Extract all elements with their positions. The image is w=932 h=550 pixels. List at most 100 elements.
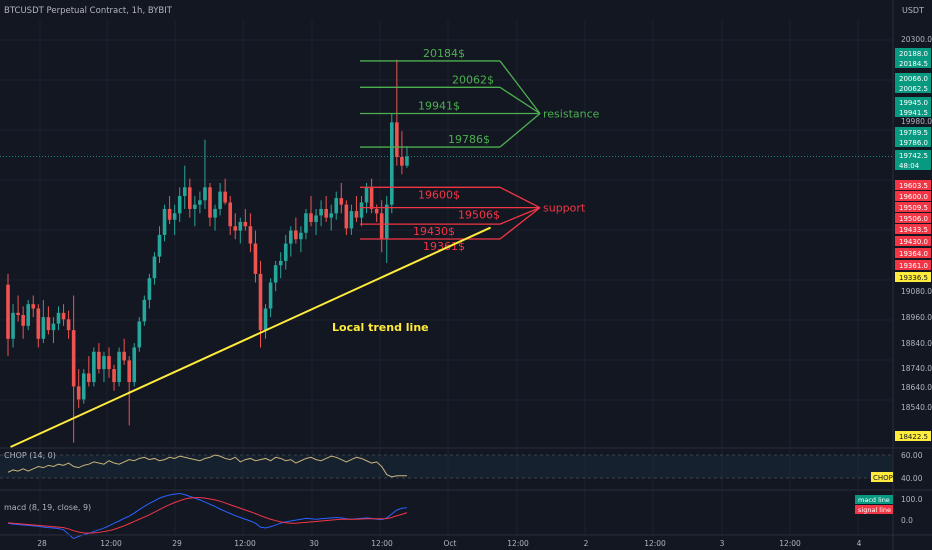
time-tick: 30 xyxy=(309,539,319,548)
candle-body xyxy=(319,208,323,216)
candle-body xyxy=(172,213,177,220)
support-price-badge: 19600.0 xyxy=(899,193,928,201)
signal-legend: signal line xyxy=(858,506,891,514)
symbol-title: BTCUSDT Perpetual Contract, 1h, BYBIT xyxy=(4,6,173,16)
macd-line xyxy=(7,492,407,540)
candle-body xyxy=(354,211,359,218)
resistance-price-badge-bg xyxy=(895,137,931,147)
chop-tick: 40.00 xyxy=(901,474,923,483)
resistance-price-badge-bg xyxy=(895,127,931,137)
time-tick: 29 xyxy=(172,539,182,548)
candle-body xyxy=(349,211,354,229)
current-price-badge-bg xyxy=(895,150,931,160)
resistance-price-badge: 20184.5 xyxy=(899,60,928,68)
candle-body xyxy=(228,202,232,227)
candle-body xyxy=(198,200,202,205)
candle-body xyxy=(11,312,15,339)
candle-body xyxy=(248,226,253,244)
support-price-badge-bg xyxy=(895,248,931,258)
candle-body xyxy=(97,351,101,370)
time-tick: 12:00 xyxy=(507,539,529,548)
candle-body xyxy=(339,198,344,205)
time-tick: 12:00 xyxy=(371,539,393,548)
support-arrow xyxy=(499,186,541,209)
candle-body xyxy=(334,198,339,214)
candle-body xyxy=(107,356,111,370)
candle-body xyxy=(152,256,157,279)
support-price-badge: 19361.0 xyxy=(899,262,928,270)
time-axis[interactable]: 28 12:00 29 12:00 30 12:00 Oct 12:00 2 12:00 3 12:0… xyxy=(37,539,861,548)
candle-body xyxy=(81,373,86,400)
time-tick: 2 xyxy=(584,539,589,548)
candle-body xyxy=(31,304,36,309)
trend-price-badge: 19336.5 xyxy=(899,274,928,282)
candle-body xyxy=(258,273,263,331)
macd-tick: 0.0 xyxy=(901,516,913,525)
chop-badge-bg xyxy=(871,472,893,482)
candle-body xyxy=(329,213,333,218)
price-tick: 18960.0 xyxy=(901,313,932,322)
candle-body xyxy=(21,314,25,326)
candle-body xyxy=(213,208,217,218)
candle-body xyxy=(299,232,303,240)
resistance-price-badge-bg xyxy=(895,48,931,58)
candle-body xyxy=(6,284,10,339)
support-arrow xyxy=(499,207,541,225)
resistance-price-badge: 20188.0 xyxy=(899,50,928,58)
support-price-badge-bg xyxy=(895,224,931,234)
chop-tick: 60.00 xyxy=(901,451,923,460)
price-tick: 18740.0 xyxy=(901,364,932,373)
price-axis[interactable]: 20300.0 19980.0 19080.0 18960.0 18840.0 18740… xyxy=(855,0,932,550)
candle-body xyxy=(71,330,76,387)
chop-badge: CHOP xyxy=(873,474,893,482)
candle-body xyxy=(405,156,409,166)
candle-body xyxy=(142,299,147,322)
support-price-badge: 19433.5 xyxy=(899,226,928,234)
candle-body xyxy=(223,191,227,203)
resistance-level-label: 20184$ xyxy=(423,47,465,60)
macd-title: macd (8, 19, close, 9) xyxy=(4,503,91,512)
resistance-level-label: 20062$ xyxy=(452,73,494,86)
chop-band xyxy=(0,455,893,478)
currency-label: USDT xyxy=(902,6,924,15)
candle-body xyxy=(369,187,374,209)
candle-body xyxy=(167,208,172,220)
resistance-arrow xyxy=(499,113,541,148)
support-price-badge-bg xyxy=(895,213,931,223)
resistance-price-badge-bg xyxy=(895,83,931,93)
current-price-badge: 19742.5 xyxy=(899,152,928,160)
candle-body xyxy=(193,204,197,209)
candle-body xyxy=(36,308,41,339)
resistance-arrow xyxy=(499,60,541,114)
candle-body xyxy=(208,187,212,218)
resistance-level-label: 19786$ xyxy=(448,133,490,146)
candle-body xyxy=(132,347,137,383)
candle-body xyxy=(273,265,278,283)
candle-body xyxy=(46,317,51,331)
price-tick: 18540.0 xyxy=(901,403,932,412)
candle-body xyxy=(359,202,364,218)
low-price-badge-bg xyxy=(895,431,931,441)
candle-body xyxy=(203,187,207,201)
candle-body xyxy=(157,234,162,257)
candle-body xyxy=(56,312,61,324)
support-price-badge-bg xyxy=(895,202,931,212)
time-tick: 12:00 xyxy=(100,539,122,548)
candle-body xyxy=(243,221,248,227)
trend-price-badge-bg xyxy=(895,272,931,282)
time-tick: 3 xyxy=(720,539,725,548)
chart-grid xyxy=(0,20,893,535)
candle-body xyxy=(92,351,96,383)
resistance-price-badge-bg xyxy=(895,73,931,83)
candle-body xyxy=(263,308,268,331)
trend-line xyxy=(10,226,492,448)
candlestick-series xyxy=(6,59,409,443)
macd-tick: 100.0 xyxy=(901,495,923,504)
candle-body xyxy=(147,278,152,300)
low-price-badge: 18422.5 xyxy=(899,433,928,441)
candle-body xyxy=(188,187,192,209)
support-level-label: 19600$ xyxy=(418,188,460,201)
candle-body xyxy=(16,312,20,315)
candle-body xyxy=(379,213,384,240)
